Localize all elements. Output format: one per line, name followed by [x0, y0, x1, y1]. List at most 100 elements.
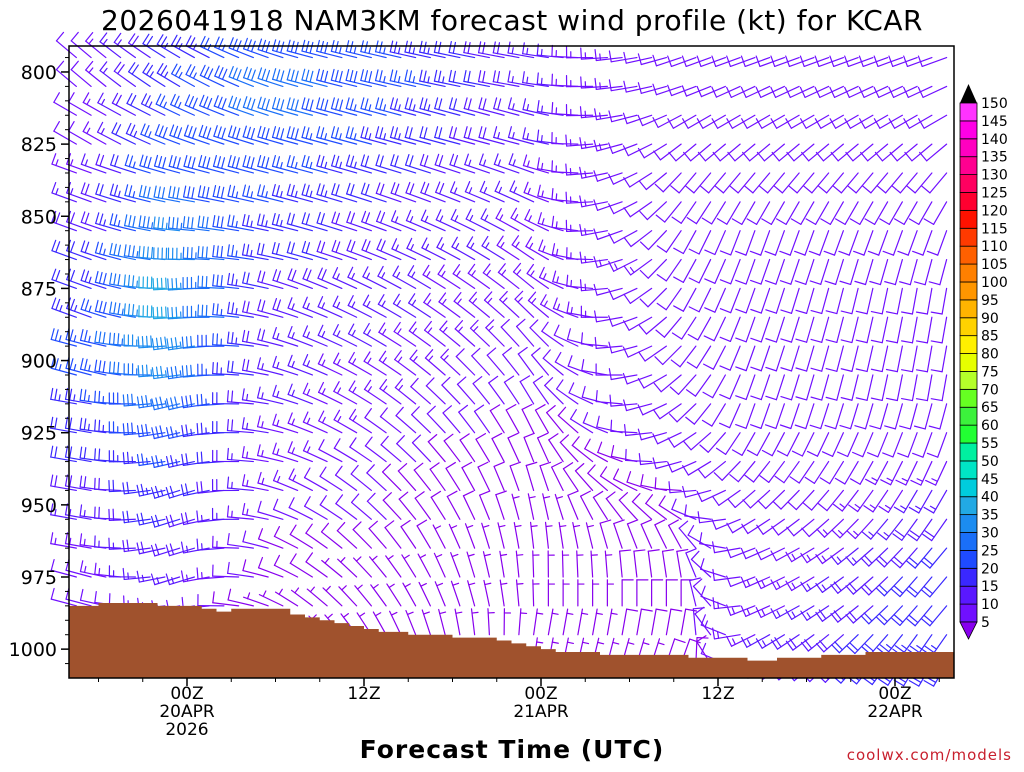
colorbar-swatch — [960, 300, 977, 318]
wind-barb — [434, 553, 445, 577]
x-tick-label: 12Z — [701, 684, 734, 704]
colorbar-swatch — [960, 443, 977, 461]
wind-barb — [638, 375, 666, 388]
wind-barb — [228, 273, 254, 288]
wind-barb — [595, 78, 622, 89]
wind-barb — [383, 493, 401, 520]
wind-barb — [421, 210, 445, 231]
wind-barb — [303, 412, 327, 433]
colorbar-swatch — [960, 461, 977, 479]
wind-barb — [620, 550, 631, 577]
wind-barb — [877, 173, 902, 193]
wind-barb — [397, 436, 416, 462]
wind-barb — [578, 609, 588, 635]
wind-barb — [347, 240, 371, 259]
wind-barb — [303, 297, 327, 317]
wind-barb — [595, 50, 622, 61]
wind-barb — [931, 317, 946, 343]
wind-barb — [600, 520, 611, 548]
wind-barb — [847, 635, 873, 654]
wind-barbs — [51, 32, 947, 686]
wind-barb — [500, 292, 519, 318]
wind-barb — [464, 71, 490, 87]
wind-barb — [548, 551, 554, 577]
wind-barb — [790, 462, 814, 483]
wind-barb — [624, 288, 652, 303]
wind-barb — [333, 296, 356, 317]
wind-barb — [123, 540, 150, 551]
wind-barb — [669, 144, 696, 161]
wind-barb — [552, 74, 578, 86]
wind-barb — [288, 355, 312, 375]
wind-barb — [390, 611, 401, 634]
wind-barb — [317, 212, 342, 230]
wind-barb — [228, 215, 254, 231]
wind-barb — [817, 635, 844, 652]
wind-barb — [917, 288, 932, 314]
wind-barb — [67, 269, 91, 288]
wind-barb — [517, 580, 523, 606]
wind-barb — [689, 231, 710, 254]
wind-barb — [273, 443, 298, 461]
wind-barb — [181, 513, 209, 525]
wind-barb — [498, 523, 505, 548]
wind-barb — [926, 462, 947, 486]
credit-link[interactable]: coolwx.com/models — [847, 746, 1012, 764]
wind-barb — [403, 583, 416, 606]
wind-barb — [415, 492, 430, 520]
colorbar-label: 40 — [981, 490, 999, 506]
wind-barb — [655, 346, 681, 364]
wind-barb — [674, 231, 696, 254]
wind-barb — [593, 491, 607, 519]
wind-barb — [478, 462, 489, 490]
wind-barb — [480, 491, 490, 519]
wind-barb — [546, 522, 552, 548]
wind-barb — [336, 466, 357, 490]
wind-barb — [242, 418, 268, 433]
wind-barb — [656, 317, 681, 337]
wind-barb — [166, 486, 194, 498]
wind-barb — [552, 103, 578, 116]
wind-barb — [405, 70, 430, 86]
wind-barb — [609, 260, 637, 272]
wind-barb — [417, 520, 430, 548]
wind-barb — [698, 512, 725, 523]
wind-barb — [510, 462, 520, 490]
wind-barb — [683, 487, 711, 498]
wind-barb — [639, 346, 667, 361]
wind-barb — [383, 464, 401, 490]
y-tick-label: 900 — [21, 351, 57, 373]
wind-barb — [855, 404, 873, 429]
wind-barb — [641, 520, 651, 548]
wind-barb — [446, 463, 460, 491]
wind-barb — [227, 477, 253, 490]
wind-barb — [593, 609, 603, 635]
wind-barb — [436, 210, 460, 231]
wind-barb — [227, 391, 253, 404]
wind-barb — [410, 350, 430, 375]
wind-barb — [95, 449, 121, 462]
wind-barb — [95, 478, 121, 490]
wind-barb — [892, 606, 917, 626]
wind-barb — [475, 405, 490, 433]
x-tick-label: 00Z — [524, 684, 557, 704]
wind-barb — [730, 173, 755, 193]
colorbar-label: 45 — [981, 472, 999, 488]
colorbar-swatch — [960, 192, 977, 210]
wind-barb — [51, 446, 77, 461]
wind-barb — [288, 298, 312, 318]
wind-barb — [802, 519, 829, 536]
wind-barb — [52, 298, 76, 317]
wind-barb — [878, 519, 903, 539]
wind-barb — [463, 491, 474, 519]
wind-barb — [137, 571, 165, 582]
wind-barb — [687, 346, 710, 368]
wind-barb — [534, 609, 543, 635]
wind-barb — [322, 523, 342, 548]
wind-barb — [637, 609, 652, 635]
wind-barb — [213, 592, 239, 606]
wind-barb — [876, 577, 902, 596]
wind-barb — [399, 492, 415, 519]
wind-barb — [921, 577, 946, 597]
wind-barb — [71, 61, 91, 86]
